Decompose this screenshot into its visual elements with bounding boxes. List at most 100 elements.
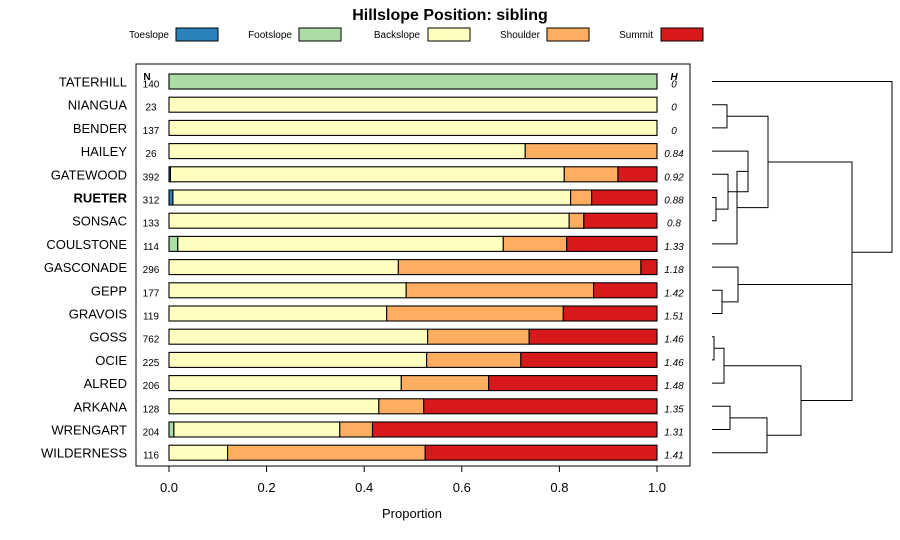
row-label-rueter: RUETER: [74, 191, 128, 206]
bar-goss-shoulder: [427, 328, 530, 345]
n-value-gravois: 119: [143, 312, 159, 323]
legend-label-backslope: Backslope: [374, 30, 421, 41]
dendrogram: [712, 81, 893, 454]
h-value-coulstone: 1.33: [664, 242, 684, 253]
bar-gasconade-summit: [640, 259, 658, 276]
row-label-coulstone: COULSTONE: [46, 237, 127, 252]
h-value-wilderness: 1.41: [664, 451, 683, 462]
plot-frame: [135, 63, 691, 467]
dendrogram-link: [712, 266, 739, 303]
bar-coulstone-footslope: [168, 235, 179, 252]
legend: Toeslope Footslope Backslope Shoulder Summit: [129, 27, 704, 42]
bar-ocie-shoulder: [426, 351, 522, 368]
dendrogram-link: [712, 81, 893, 253]
n-value-gepp: 177: [143, 288, 160, 299]
n-value-taterhill: 140: [143, 80, 160, 91]
bar-wilderness-shoulder: [227, 444, 426, 461]
row-label-niangua: NIANGUA: [68, 98, 128, 113]
bar-gasconade-shoulder: [397, 259, 642, 276]
legend-swatch-footslope: [298, 27, 342, 42]
h-value-gatewood: 0.92: [664, 172, 684, 183]
h-value-rueter: 0.88: [664, 196, 684, 207]
x-tick-label: 0.2: [258, 480, 276, 495]
bar-gasconade-backslope: [168, 259, 399, 276]
bar-rueter-toeslope: [168, 189, 174, 206]
bar-sonsac-summit: [583, 212, 658, 229]
h-value-niangua: 0: [671, 103, 677, 114]
bar-rueter-backslope: [172, 189, 572, 206]
legend-swatch-shoulder: [546, 27, 590, 42]
bar-niangua-backslope: [168, 96, 658, 113]
bar-ocie-summit: [520, 351, 658, 368]
n-value-bender: 137: [143, 126, 160, 137]
legend-swatch-summit: [660, 27, 704, 42]
n-value-gatewood: 392: [143, 172, 160, 183]
bars-group: TATERHILL 140 0 NIANGUA 23 0 BENDER 137 0 HAILEY 2…: [41, 73, 684, 462]
n-value-wilderness: 116: [143, 451, 159, 462]
bar-hailey-backslope: [168, 143, 526, 160]
bar-rueter-shoulder: [570, 189, 593, 206]
bar-gatewood-shoulder: [563, 166, 619, 183]
bar-coulstone-backslope: [177, 235, 504, 252]
row-label-gravois: GRAVOIS: [69, 307, 128, 322]
legend-swatch-toeslope: [175, 27, 219, 42]
legend-label-footslope: Footslope: [248, 30, 292, 41]
h-value-gravois: 1.51: [664, 312, 683, 323]
bar-wrengart-shoulder: [339, 421, 374, 438]
bar-coulstone-summit: [566, 235, 658, 252]
row-label-arkana: ARKANA: [74, 399, 128, 414]
legend-label-shoulder: Shoulder: [500, 30, 541, 41]
bar-gepp-shoulder: [405, 282, 595, 299]
legend-label-toeslope: Toeslope: [129, 30, 169, 41]
n-value-hailey: 26: [145, 149, 157, 160]
dendrogram-link: [712, 336, 715, 361]
x-tick-label: 0.0: [160, 480, 178, 495]
dendrogram-link: [712, 173, 729, 210]
row-label-gepp: GEPP: [91, 283, 127, 298]
dendrogram-link: [712, 405, 731, 430]
bar-gravois-shoulder: [386, 305, 564, 322]
legend-label-summit: Summit: [619, 30, 653, 41]
x-tick-label: 1.0: [648, 480, 666, 495]
bar-sonsac-backslope: [168, 212, 570, 229]
bar-arkana-shoulder: [378, 398, 425, 415]
h-value-alred: 1.48: [664, 381, 684, 392]
row-label-ocie: OCIE: [95, 353, 127, 368]
x-axis-label: Proportion: [382, 506, 442, 521]
h-value-bender: 0: [671, 126, 677, 137]
h-value-arkana: 1.35: [664, 404, 684, 415]
row-label-wilderness: WILDERNESS: [41, 446, 127, 461]
n-value-coulstone: 114: [143, 242, 159, 253]
h-header: H: [670, 72, 678, 83]
n-value-arkana: 128: [143, 404, 160, 415]
dendrogram-link: [738, 284, 853, 401]
h-value-gasconade: 1.18: [664, 265, 684, 276]
bar-gatewood-backslope: [169, 166, 565, 183]
row-label-taterhill: TATERHILL: [59, 75, 127, 90]
bar-wrengart-summit: [371, 421, 658, 438]
dendrogram-link: [712, 104, 728, 129]
dendrogram-link: [724, 365, 802, 436]
row-label-goss: GOSS: [89, 330, 127, 345]
bar-wrengart-footslope: [168, 421, 175, 438]
row-label-gasconade: GASCONADE: [44, 260, 127, 275]
bar-gepp-backslope: [168, 282, 407, 299]
x-tick-label: 0.6: [453, 480, 471, 495]
x-tick-label: 0.8: [550, 480, 568, 495]
bar-taterhill-footslope: [168, 73, 658, 90]
bar-alred-backslope: [168, 375, 402, 392]
bar-arkana-backslope: [168, 398, 380, 415]
row-label-bender: BENDER: [73, 121, 127, 136]
n-header: N: [143, 72, 150, 83]
chart-title: Hillslope Position: sibling: [352, 7, 548, 24]
h-value-wrengart: 1.31: [664, 428, 683, 439]
n-value-niangua: 23: [145, 103, 157, 114]
bar-rueter-summit: [591, 189, 658, 206]
bar-bender-backslope: [168, 119, 658, 136]
bar-gravois-summit: [562, 305, 658, 322]
bar-gepp-summit: [593, 282, 658, 299]
row-label-hailey: HAILEY: [81, 144, 128, 159]
h-value-goss: 1.46: [664, 335, 684, 346]
dendrogram-link: [712, 197, 717, 222]
